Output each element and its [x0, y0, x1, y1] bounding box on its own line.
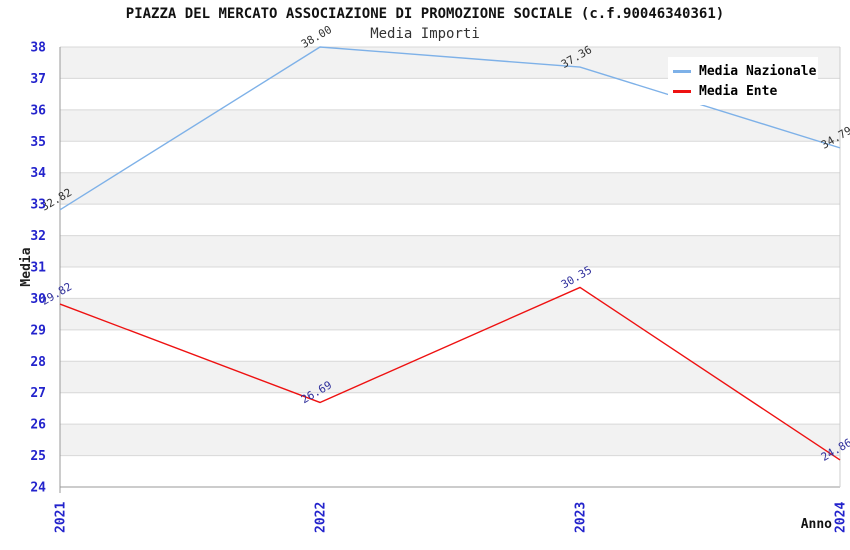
legend-item-media-nazionale: Media Nazionale [668, 61, 818, 81]
y-tick-label: 28 [30, 355, 46, 370]
y-tick-label: 31 [30, 261, 46, 276]
legend-label: Media Nazionale [699, 63, 817, 79]
x-axis-title: Anno [801, 517, 832, 532]
y-tick-label: 34 [30, 166, 46, 181]
y-tick-label: 35 [30, 135, 46, 150]
legend-item-media-ente: Media Ente [668, 81, 818, 101]
y-tick-label: 27 [30, 386, 46, 401]
series-line-media-nazionale [59, 46, 841, 211]
plot-band [60, 361, 840, 393]
x-tick-label: 2022 [314, 502, 329, 533]
y-tick-label: 32 [30, 229, 46, 244]
legend-label: Media Ente [699, 83, 778, 99]
y-tick-label: 25 [30, 449, 46, 464]
plot-band [60, 235, 840, 267]
y-tick-label: 24 [30, 481, 46, 496]
legend: Media Nazionale Media Ente [668, 57, 818, 105]
y-tick-label: 37 [30, 72, 46, 87]
y-tick-label: 38 [30, 41, 46, 56]
y-tick-label: 30 [30, 292, 46, 307]
plot-band [60, 298, 840, 330]
x-tick-label: 2024 [834, 502, 849, 533]
point-label: 30.35 [559, 263, 594, 291]
legend-swatch-blue-line-icon [673, 69, 691, 73]
chart-title: PIAZZA DEL MERCATO ASSOCIAZIONE DI PROMO… [125, 6, 725, 22]
y-tick-label: 26 [30, 418, 46, 433]
plot-band [60, 424, 840, 456]
x-tick-label: 2021 [54, 502, 69, 533]
series-line-media-ente [59, 286, 841, 461]
legend-swatch-red-line-icon [673, 89, 691, 93]
y-tick-label: 36 [30, 103, 46, 118]
y-tick-label: 29 [30, 323, 46, 338]
y-tick-label: 33 [30, 198, 46, 213]
x-tick-label: 2023 [574, 502, 589, 533]
plot-band [60, 172, 840, 205]
chart-subtitle: Media Importi [370, 26, 480, 42]
plot-band [60, 109, 840, 142]
y-axis-title: Media [19, 247, 34, 286]
